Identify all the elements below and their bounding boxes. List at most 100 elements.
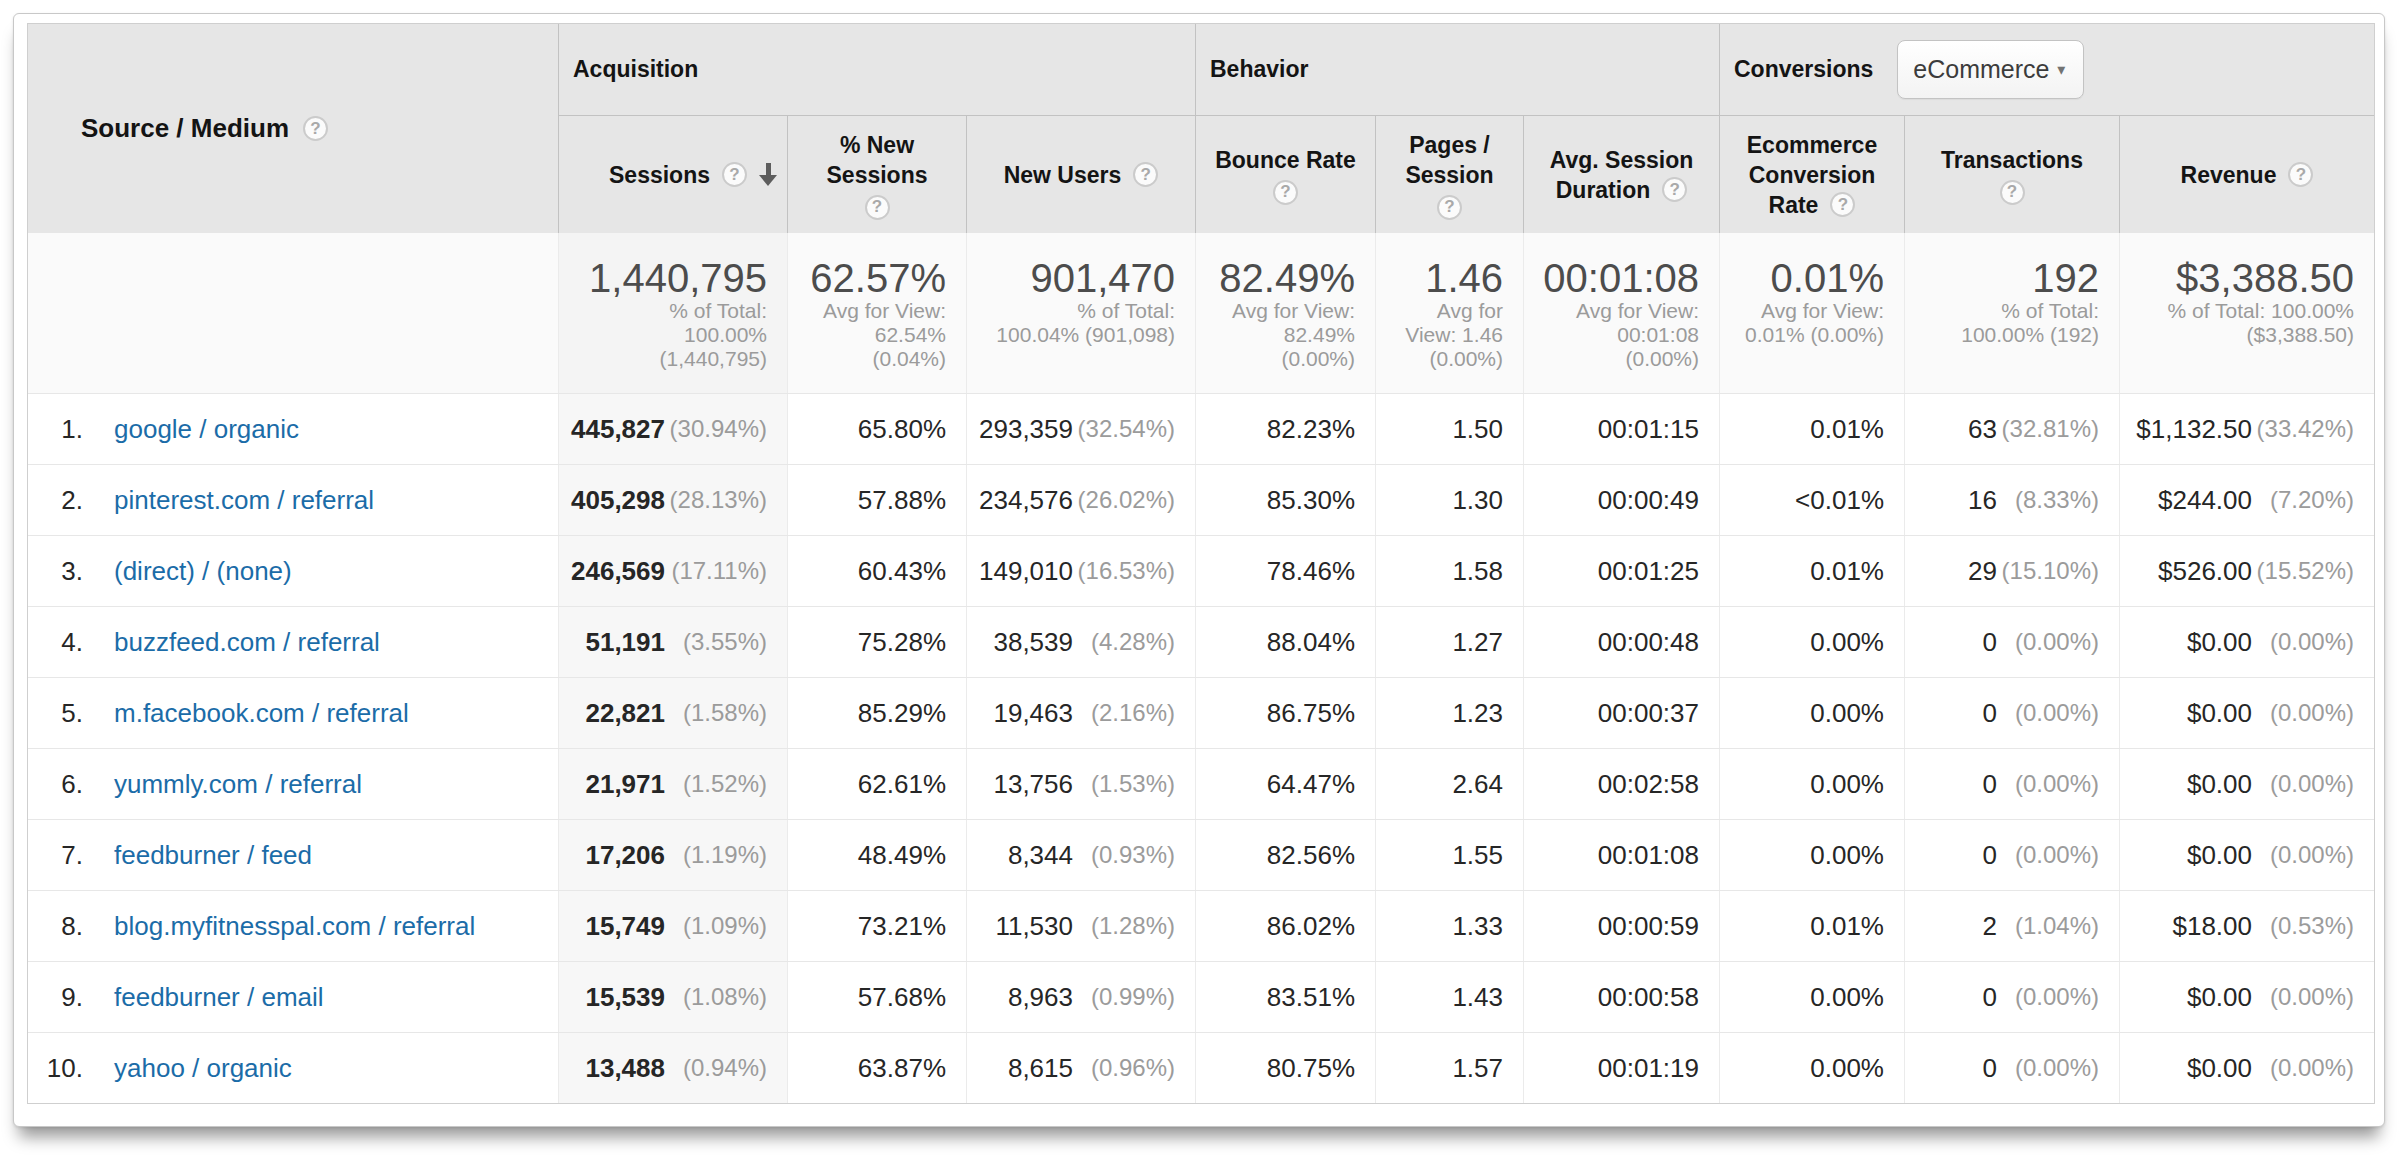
totals-note: View: 1.46 [1405, 323, 1503, 347]
source-medium-link[interactable]: m.facebook.com / referral [114, 698, 409, 729]
column-header-pct-new-sessions[interactable]: % New Sessions ? [787, 116, 966, 233]
sessions-value: 445,827 [571, 414, 665, 445]
totals-note: Avg for View: [1232, 299, 1355, 323]
totals-note: Avg for [1437, 299, 1503, 323]
bounce-rate-cell: 78.46% [1195, 536, 1375, 606]
help-icon[interactable]: ? [1273, 180, 1298, 205]
new-users-value: 13,756 [993, 769, 1073, 800]
sessions-value: 13,488 [585, 1053, 665, 1084]
help-icon[interactable]: ? [1662, 177, 1687, 202]
totals-note: (0.04%) [872, 347, 946, 371]
row-rank: 5. [28, 698, 83, 729]
new-users-pct: (0.96%) [1073, 1054, 1175, 1082]
revenue-cell: $0.00 (0.00%) [2119, 678, 2374, 748]
totals-bounce-cell: 82.49% Avg for View: 82.49% (0.00%) [1195, 233, 1375, 393]
source-medium-link[interactable]: pinterest.com / referral [114, 485, 374, 516]
help-icon[interactable]: ? [722, 162, 747, 187]
new-users-pct: (32.54%) [1073, 415, 1175, 443]
help-icon[interactable]: ? [1437, 195, 1462, 220]
dropdown-value: eCommerce [1913, 55, 2049, 84]
pages-line2: Session [1405, 160, 1493, 190]
new-users-pct: (1.53%) [1073, 770, 1175, 798]
help-icon[interactable]: ? [303, 116, 328, 141]
column-header-pages-session[interactable]: Pages / Session ? [1375, 116, 1523, 233]
revenue-pct: (0.00%) [2252, 770, 2354, 798]
help-icon[interactable]: ? [865, 195, 890, 220]
revenue-pct: (7.20%) [2252, 486, 2354, 514]
column-header-avg-session-duration[interactable]: Avg. Session Duration ? [1523, 116, 1719, 233]
source-medium-link[interactable]: (direct) / (none) [114, 556, 292, 587]
column-header-ecommerce-conversion-rate[interactable]: Ecommerce Conversion Rate ? [1719, 116, 1904, 233]
source-medium-link[interactable]: yummly.com / referral [114, 769, 362, 800]
sessions-pct: (30.94%) [665, 415, 767, 443]
row-rank: 3. [28, 556, 83, 587]
source-medium-link[interactable]: blog.myfitnesspal.com / referral [114, 911, 475, 942]
row-rank: 4. [28, 627, 83, 658]
totals-transactions-cell: 192 % of Total: 100.00% (192) [1904, 233, 2119, 393]
pct-new-sessions-cell: 65.80% [787, 394, 966, 464]
ecommerce-conversion-rate-cell: 0.01% [1719, 536, 1904, 606]
bounce-rate-value: 86.75% [1267, 698, 1355, 729]
help-icon[interactable]: ? [1830, 192, 1855, 217]
table-body: 1. google / organic 445,827 (30.94%) 65.… [28, 393, 2374, 1103]
source-medium-link[interactable]: buzzfeed.com / referral [114, 627, 380, 658]
pct-new-sessions-cell: 75.28% [787, 607, 966, 677]
bounce-rate-value: 82.23% [1267, 414, 1355, 445]
source-medium-link[interactable]: yahoo / organic [114, 1053, 292, 1084]
pages-session-cell: 1.30 [1375, 465, 1523, 535]
group-header-conversions: Conversions eCommerce ▾ [1719, 24, 2374, 116]
totals-note: Avg for View: [823, 299, 946, 323]
sort-desc-icon[interactable] [759, 162, 777, 188]
pages-session-cell: 1.43 [1375, 962, 1523, 1032]
column-header-bounce-rate[interactable]: Bounce Rate ? [1195, 116, 1375, 233]
pct-new-value: 63.87% [858, 1053, 946, 1084]
ecomm-rate-value: 0.00% [1810, 627, 1884, 658]
column-header-transactions[interactable]: Transactions ? [1904, 116, 2119, 233]
totals-sessions-value: 1,440,795 [589, 257, 767, 299]
row-rank: 2. [28, 485, 83, 516]
transactions-cell: 0 (0.00%) [1904, 820, 2119, 890]
ecommerce-conversion-rate-cell: 0.00% [1719, 607, 1904, 677]
transactions-pct: (0.00%) [1997, 699, 2099, 727]
source-medium-link[interactable]: feedburner / feed [114, 840, 312, 871]
bounce-rate-cell: 83.51% [1195, 962, 1375, 1032]
revenue-value: $18.00 [2172, 911, 2252, 942]
bounce-rate-value: 88.04% [1267, 627, 1355, 658]
bounce-rate-cell: 86.02% [1195, 891, 1375, 961]
ecomm-line1: Ecommerce [1747, 130, 1877, 160]
new-users-value: 8,963 [1008, 982, 1073, 1013]
sessions-cell: 15,749 (1.09%) [558, 891, 787, 961]
ecommerce-conversion-rate-cell: 0.00% [1719, 678, 1904, 748]
pct-new-sessions-cell: 48.49% [787, 820, 966, 890]
ecommerce-conversion-rate-cell: 0.01% [1719, 891, 1904, 961]
help-icon[interactable]: ? [2000, 180, 2025, 205]
totals-pages-value: 1.46 [1425, 257, 1503, 299]
totals-bounce-value: 82.49% [1219, 257, 1355, 299]
pages-session-value: 1.57 [1452, 1053, 1503, 1084]
duration-line1: Avg. Session [1550, 145, 1694, 175]
source-medium-link[interactable]: feedburner / email [114, 982, 324, 1013]
revenue-value: $526.00 [2158, 556, 2252, 587]
duration-value: 00:01:08 [1598, 840, 1699, 871]
revenue-cell: $0.00 (0.00%) [2119, 1033, 2374, 1103]
help-icon[interactable]: ? [1133, 162, 1158, 187]
ecomm-rate-value: 0.00% [1810, 769, 1884, 800]
pages-session-cell: 1.23 [1375, 678, 1523, 748]
new-users-cell: 38,539 (4.28%) [966, 607, 1195, 677]
column-header-sessions[interactable]: Sessions ? [558, 116, 787, 233]
sessions-header-label: Sessions [609, 160, 710, 190]
column-header-new-users[interactable]: New Users ? [966, 116, 1195, 233]
conversions-type-dropdown[interactable]: eCommerce ▾ [1897, 40, 2084, 99]
column-header-source-medium[interactable]: Source / Medium ? [28, 24, 558, 233]
totals-note: (0.00%) [1281, 347, 1355, 371]
transactions-pct: (0.00%) [1997, 628, 2099, 656]
pages-session-value: 1.27 [1452, 627, 1503, 658]
source-medium-cell: 3. (direct) / (none) [28, 536, 558, 606]
help-icon[interactable]: ? [2288, 162, 2313, 187]
revenue-value: $244.00 [2158, 485, 2252, 516]
pages-session-value: 1.43 [1452, 982, 1503, 1013]
column-header-revenue[interactable]: Revenue ? [2119, 116, 2374, 233]
sessions-value: 17,206 [585, 840, 665, 871]
source-medium-link[interactable]: google / organic [114, 414, 299, 445]
sessions-value: 15,539 [585, 982, 665, 1013]
